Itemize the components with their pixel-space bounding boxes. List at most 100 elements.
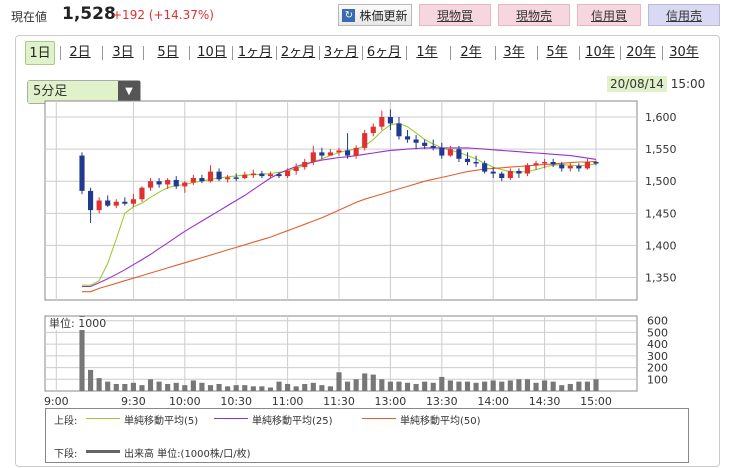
tab-divider [537,46,538,60]
volume-bar [404,382,411,391]
cash-buy-button[interactable]: 現物買 [419,4,491,26]
chevron-down-icon[interactable]: ▼ [118,81,140,103]
volume-bar [524,379,531,391]
legend-ma5-swatch [86,418,120,419]
tab-1m[interactable]: 1ヶ月 [237,45,273,60]
refresh-price-button[interactable]: ↻ 株価更新 [338,4,412,26]
tab-20y[interactable]: 20年 [626,45,656,60]
volume-bar [276,381,282,391]
volume-bar [233,385,239,391]
tab-3d[interactable]: 3日 [112,45,134,60]
tab-10d[interactable]: 10日 [197,45,227,60]
refresh-label: 株価更新 [359,8,408,23]
volume-bar [207,385,214,391]
tab-1d[interactable]: 1日 [25,41,55,65]
candle-body [267,174,274,177]
volume-tick-label: 600 [647,315,668,328]
candle-body [147,181,154,188]
tab-divider [362,46,363,60]
candle-body [199,178,205,182]
candle-body [173,179,179,187]
candle-body [439,147,445,156]
volume-bar [285,383,291,391]
tab-divider [276,46,277,60]
volume-tick-label: 400 [647,338,668,351]
candle-body [422,142,428,146]
candle-body [370,126,376,134]
volume-bar [199,382,205,391]
volume-tick-label: 500 [647,326,668,339]
volume-bar [259,386,265,391]
tab-3y[interactable]: 3年 [503,45,525,60]
candle-body [379,117,385,127]
tab-6m[interactable]: 6ヶ月 [366,45,402,60]
volume-bar [396,381,402,391]
tab-3m[interactable]: 3ヶ月 [323,45,359,60]
price-panel-frame [44,100,638,301]
volume-bar [559,385,565,391]
x-tick-label: 10:30 [220,395,252,408]
volume-bar [584,381,591,391]
volume-bar [550,381,556,391]
candle-body [362,133,368,148]
tab-5y[interactable]: 5年 [546,45,568,60]
x-tick-label: 10:00 [169,395,201,408]
chart-time: 15:00 [670,77,706,91]
legend-volume-swatch [86,450,120,453]
volume-bar [173,382,179,391]
candle-body [396,123,402,137]
candle-body [576,165,582,169]
volume-bar [447,380,453,391]
candle-body [464,158,471,162]
margin-buy-button[interactable]: 信用買 [577,4,641,26]
tab-1y[interactable]: 1年 [416,45,438,60]
tab-divider [232,46,233,60]
volume-bar [507,380,513,391]
volume-bar [387,381,393,391]
volume-bar [113,383,119,391]
quote-header: 現在値 1,528 +192 (+14.37%) ↻ 株価更新 現物買 現物売 信… [0,0,731,32]
candle-body [482,163,488,172]
legend-upper-label: 上段: [54,416,78,427]
candles [79,109,599,223]
volume-bar [439,376,445,391]
candle-body [310,152,316,162]
tab-10y[interactable]: 10年 [585,45,615,60]
legend-ma50: 単純移動平均(50) [400,416,481,427]
candle-body [233,177,239,179]
tab-5d[interactable]: 5日 [157,45,179,60]
volume-bar [87,369,94,391]
chart-legend: 上段: 単純移動平均(5) 単純移動平均(25) 単純移動平均(50) 下段: … [45,408,689,463]
candle-body [293,167,299,171]
tab-divider [319,46,320,60]
candle-body [190,178,196,183]
candle-body [96,200,102,211]
tab-2y[interactable]: 2年 [460,45,482,60]
volume-bar [567,383,573,391]
price-tick-label: 1,500 [645,175,677,188]
price-tick-label: 1,350 [645,272,677,285]
chart-panel [15,35,720,467]
candle-body [225,177,231,180]
interval-select[interactable]: 5分足 ▼ [27,80,141,104]
tab-2m[interactable]: 2ヶ月 [280,45,316,60]
price-tick-label: 1,600 [645,111,677,124]
volume-bar [105,381,111,391]
x-tick-label: 11:00 [272,395,304,408]
volume-bar [165,383,171,391]
tab-divider [60,46,61,60]
margin-sell-button[interactable]: 信用売 [648,4,720,26]
candle-body [165,179,171,185]
candle-body [344,150,351,156]
cash-sell-button[interactable]: 現物売 [498,4,570,26]
volume-bar [370,374,376,391]
x-tick-label: 14:30 [529,395,561,408]
current-price: 1,528 [62,4,116,24]
x-tick-label: 9:30 [121,395,146,408]
tab-30y[interactable]: 30年 [669,45,699,60]
candle-body [387,117,393,124]
volume-bar [353,379,359,391]
candle-body [456,149,462,159]
tab-2d[interactable]: 2日 [69,45,91,60]
tab-divider [450,46,451,60]
